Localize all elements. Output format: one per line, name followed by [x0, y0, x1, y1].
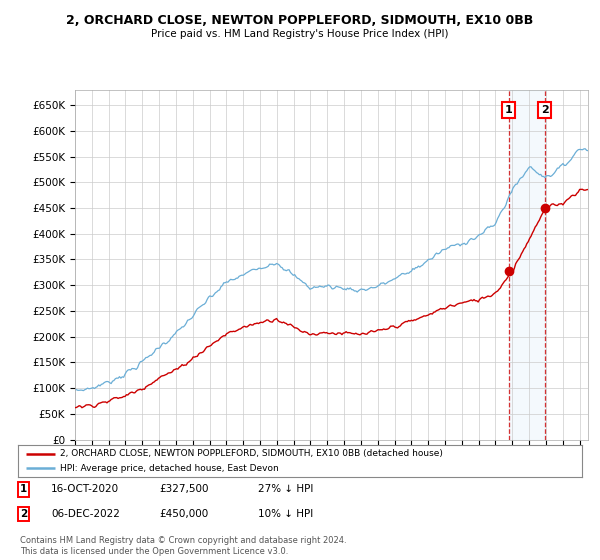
Text: 2: 2 [20, 509, 27, 519]
Text: Price paid vs. HM Land Registry's House Price Index (HPI): Price paid vs. HM Land Registry's House … [151, 29, 449, 39]
Text: 16-OCT-2020: 16-OCT-2020 [51, 484, 119, 494]
Text: 06-DEC-2022: 06-DEC-2022 [51, 509, 120, 519]
Text: 10% ↓ HPI: 10% ↓ HPI [258, 509, 313, 519]
Text: HPI: Average price, detached house, East Devon: HPI: Average price, detached house, East… [60, 464, 279, 473]
Text: £450,000: £450,000 [159, 509, 208, 519]
Text: £327,500: £327,500 [159, 484, 209, 494]
Text: 2, ORCHARD CLOSE, NEWTON POPPLEFORD, SIDMOUTH, EX10 0BB (detached house): 2, ORCHARD CLOSE, NEWTON POPPLEFORD, SID… [60, 449, 443, 458]
Text: 1: 1 [20, 484, 27, 494]
Bar [509, 90, 545, 440]
Text: Contains HM Land Registry data © Crown copyright and database right 2024.
This d: Contains HM Land Registry data © Crown c… [20, 536, 346, 556]
Text: 1: 1 [505, 105, 512, 115]
Text: 2: 2 [541, 105, 548, 115]
Text: 27% ↓ HPI: 27% ↓ HPI [258, 484, 313, 494]
Text: 2, ORCHARD CLOSE, NEWTON POPPLEFORD, SIDMOUTH, EX10 0BB: 2, ORCHARD CLOSE, NEWTON POPPLEFORD, SID… [67, 14, 533, 27]
